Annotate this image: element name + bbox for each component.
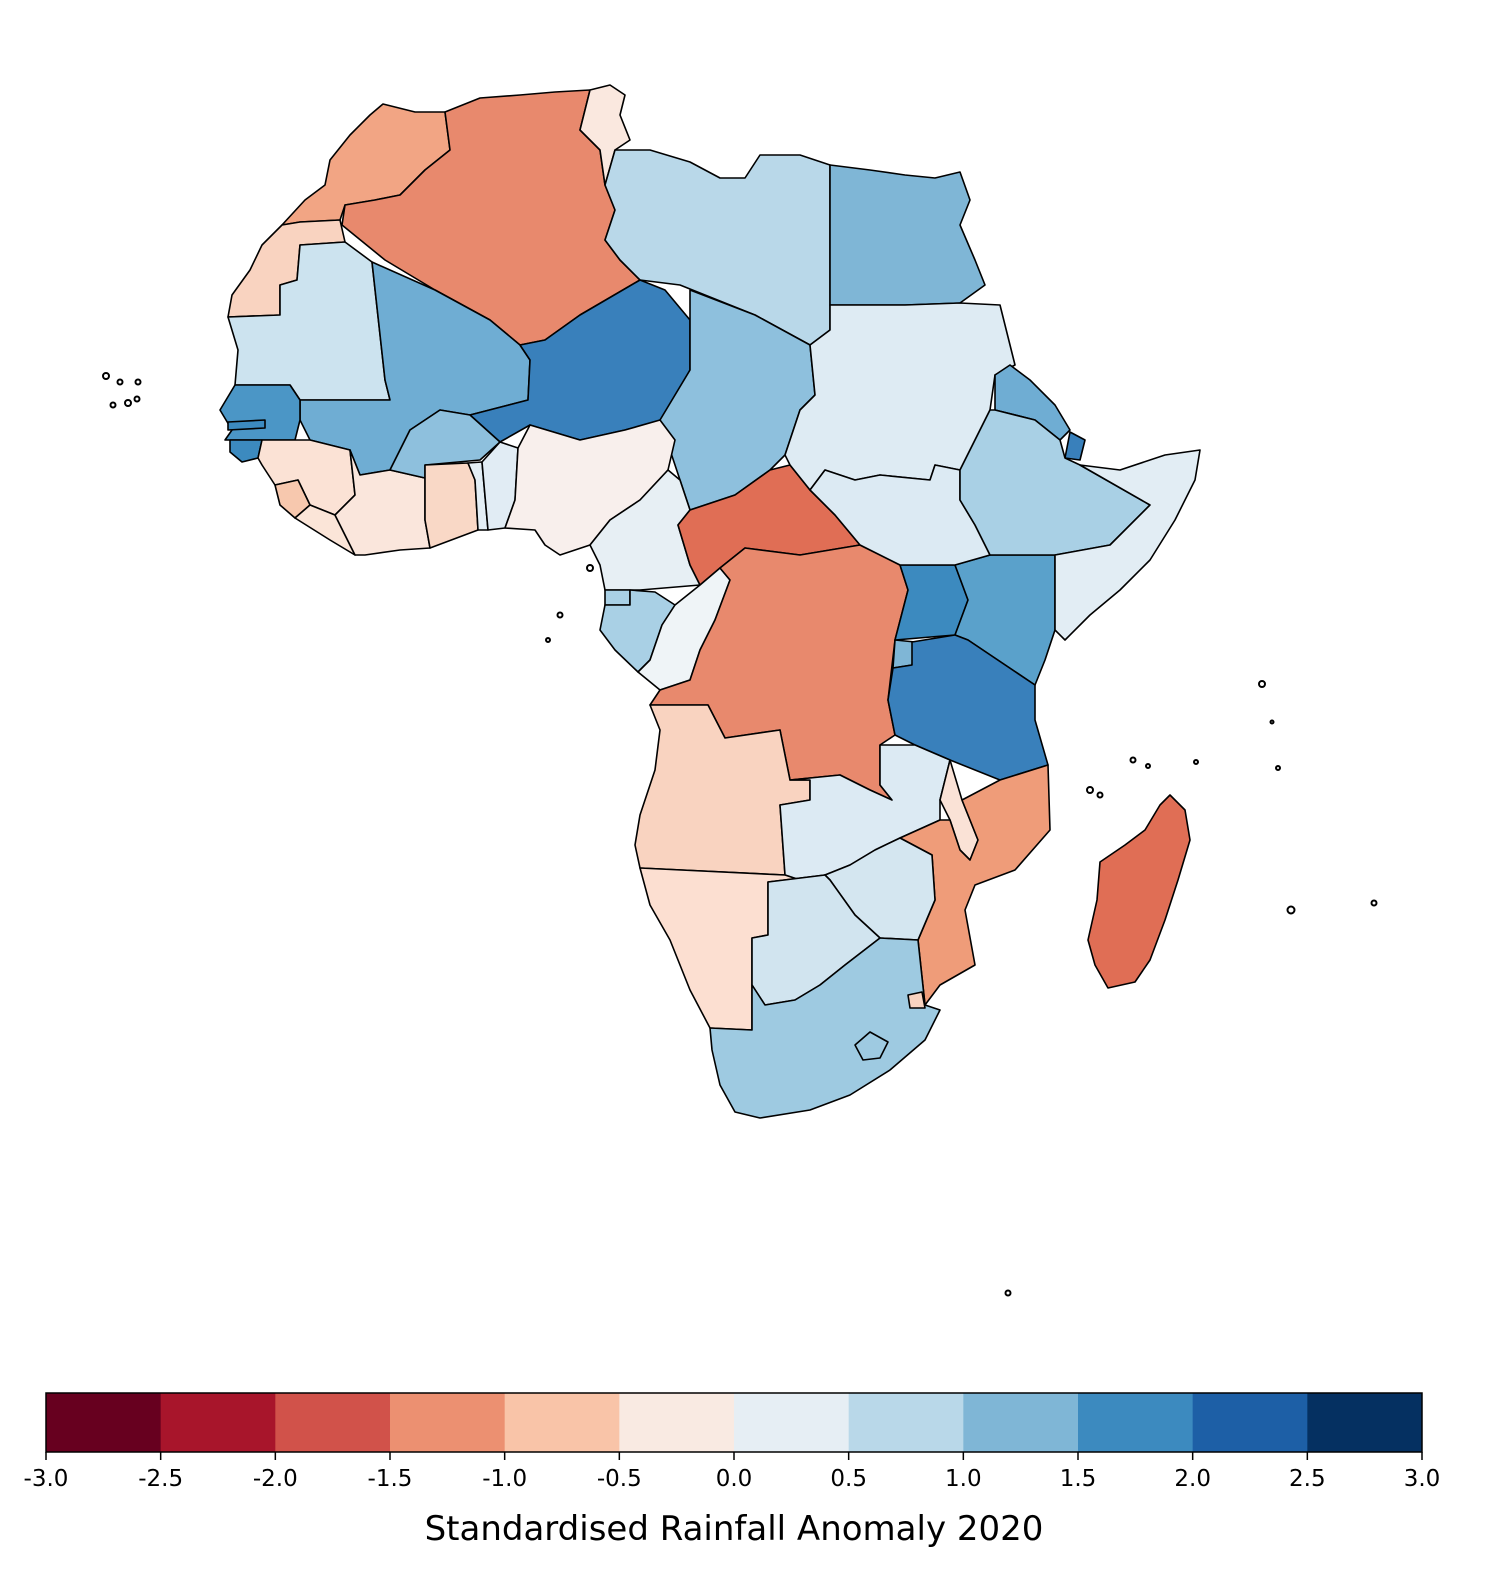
gulf-of-guinea-islands <box>545 564 594 643</box>
colorbar-tick-label-12: 3.0 <box>1404 1466 1441 1492</box>
country-equatorial-guinea <box>604 589 631 606</box>
africa-map <box>102 84 1378 1297</box>
country-south-africa <box>709 937 941 1119</box>
country-senegal <box>219 384 301 441</box>
colorbar-bin-8 <box>963 1393 1079 1452</box>
country-guinea-bissau <box>229 439 263 463</box>
colorbar-tick-label-11: 2.5 <box>1289 1466 1326 1492</box>
colorbar-label: Standardised Rainfall Anomaly 2020 <box>425 1509 1044 1549</box>
colorbar-bin-1 <box>160 1393 276 1452</box>
colorbar-bin-2 <box>275 1393 391 1452</box>
colorbar-tick-label-9: 1.5 <box>1060 1466 1097 1492</box>
colorbar-tick-label-10: 2.0 <box>1174 1466 1211 1492</box>
colorbar-tick-label-4: -1.0 <box>482 1466 527 1492</box>
colorbar-tick-label-6: 0.0 <box>716 1466 753 1492</box>
colorbar-bin-6 <box>734 1393 850 1452</box>
colorbar-bin-3 <box>390 1393 506 1452</box>
colorbar-bin-7 <box>848 1393 964 1452</box>
country-somalia <box>1054 449 1201 641</box>
country-tanzania <box>887 634 1049 781</box>
colorbar-tick-label-3: -1.5 <box>368 1466 413 1492</box>
colorbar-tick-label-2: -2.0 <box>253 1466 298 1492</box>
country-ghana <box>424 462 479 549</box>
colorbar-bin-11 <box>1307 1393 1423 1452</box>
colorbar-bin-10 <box>1192 1393 1308 1452</box>
colorbar-bin-5 <box>619 1393 735 1452</box>
colorbar-bin-9 <box>1078 1393 1194 1452</box>
colorbar-tick-label-5: -0.5 <box>597 1466 642 1492</box>
colorbar-tick-label-7: 0.5 <box>830 1466 867 1492</box>
country-lesotho <box>854 1031 889 1061</box>
colorbar-ticks: -3.0 -2.5 -2.0 -1.5 -1.0 -0.5 0.0 0.5 1.0 1.5 2.0 2… <box>24 1452 1441 1492</box>
country-djibouti <box>1064 431 1086 461</box>
cape-verde-islands <box>102 372 142 409</box>
colorbar-bin-4 <box>504 1393 620 1452</box>
country-egypt <box>829 164 986 306</box>
country-gambia <box>227 419 266 431</box>
colorbar: -3.0 -2.5 -2.0 -1.5 -1.0 -0.5 0.0 0.5 1.0 1.5 2.0 2… <box>24 1392 1441 1549</box>
country-tunisia <box>579 84 631 186</box>
country-madagascar <box>1087 794 1191 989</box>
colorbar-bins <box>46 1393 1423 1452</box>
colorbar-bin-0 <box>46 1393 162 1452</box>
country-eswatini <box>907 991 926 1009</box>
indian-ocean-islands <box>1004 680 1378 1297</box>
colorbar-tick-label-0: -3.0 <box>24 1466 69 1492</box>
colorbar-tick-label-8: 1.0 <box>945 1466 982 1492</box>
colorbar-tick-label-1: -2.5 <box>138 1466 183 1492</box>
